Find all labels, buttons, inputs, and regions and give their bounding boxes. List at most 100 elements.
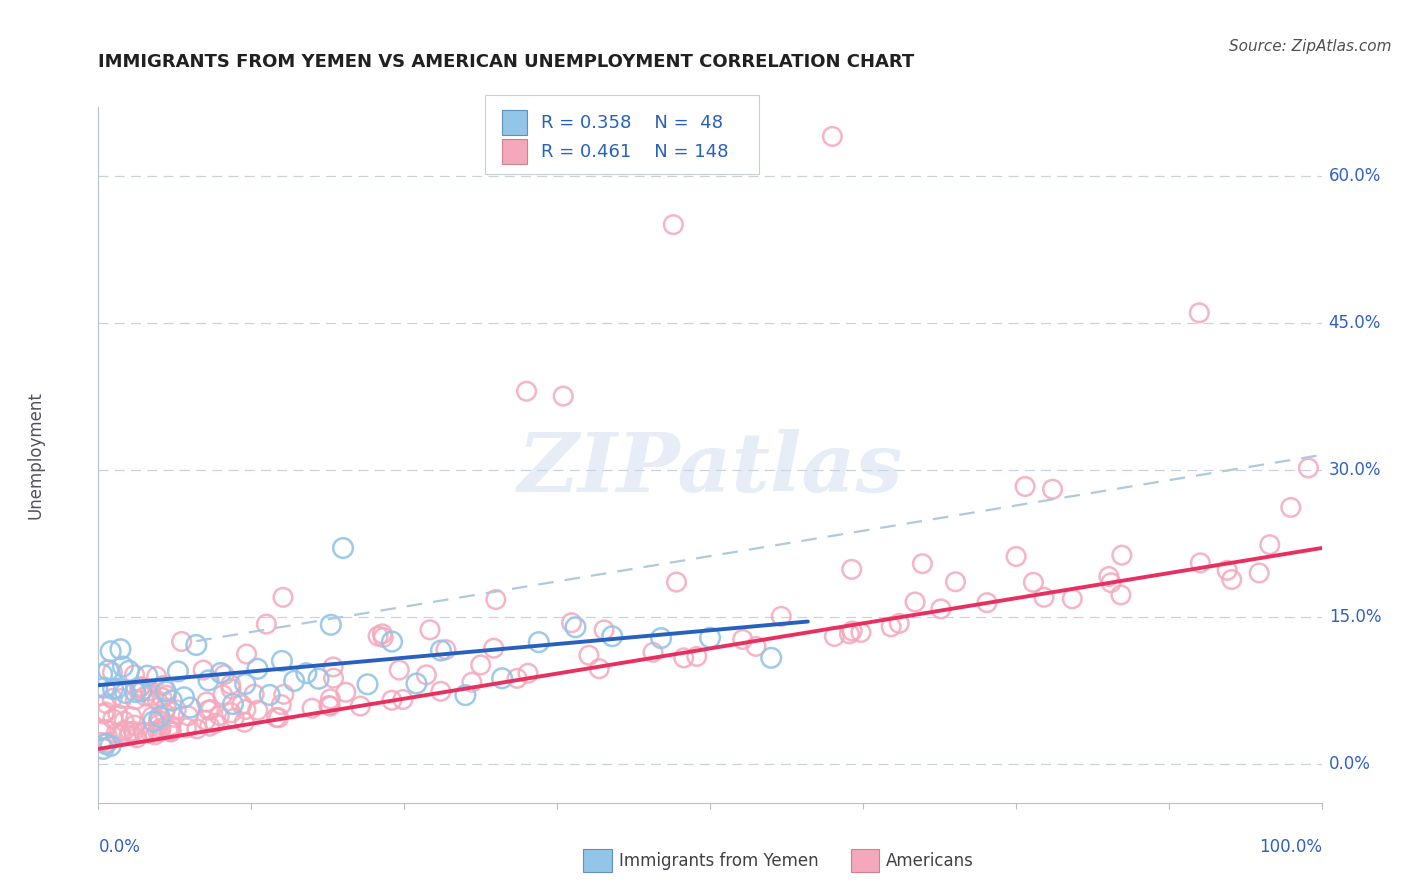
Point [254,617,277,632]
Point [415,668,437,682]
Point [132,725,155,739]
Point [259,688,281,702]
Text: 100.0%: 100.0% [1258,838,1322,856]
Point [356,677,378,691]
Point [193,663,215,677]
Point [349,699,371,714]
Point [849,625,872,640]
Point [90,735,112,749]
Point [1279,500,1302,515]
Point [124,692,146,706]
Point [141,709,163,723]
Point [1005,549,1028,564]
Point [588,662,610,676]
Text: Immigrants from Yemen: Immigrants from Yemen [619,852,818,870]
Point [388,663,411,677]
Point [177,708,200,723]
Point [976,596,998,610]
Point [112,714,135,729]
Point [233,677,256,691]
Text: Source: ZipAtlas.com: Source: ZipAtlas.com [1229,38,1392,54]
Point [270,698,292,712]
Point [122,724,145,739]
Point [200,702,222,716]
Point [665,575,688,590]
Point [198,719,221,733]
Point [101,691,124,706]
Point [841,562,863,576]
Point [224,711,246,725]
Point [318,698,340,713]
Point [129,680,152,694]
Point [1062,591,1084,606]
Text: 30.0%: 30.0% [1329,460,1381,479]
Point [650,631,672,645]
Point [371,627,394,641]
Point [332,541,354,555]
Point [110,727,132,741]
Point [96,697,118,711]
Point [149,710,172,724]
Point [222,697,245,711]
Point [97,664,120,678]
Point [405,676,427,690]
Text: Unemployment: Unemployment [27,391,44,519]
Point [731,632,754,647]
Point [430,643,453,657]
Point [124,685,146,699]
Point [174,721,197,735]
Text: 15.0%: 15.0% [1329,607,1381,625]
Point [212,667,235,681]
Point [517,666,540,681]
Point [167,665,190,679]
Point [564,620,586,634]
Point [243,687,266,701]
Point [114,723,136,738]
Point [945,574,967,589]
Point [146,693,169,707]
Point [155,688,177,702]
Point [93,681,115,695]
Point [461,675,484,690]
Point [160,725,183,739]
Point [266,710,288,724]
Point [482,641,505,656]
Point [1014,479,1036,493]
Point [100,739,122,753]
Point [246,703,269,717]
Point [111,659,134,673]
Point [148,714,170,728]
Point [838,627,860,641]
Point [600,629,623,643]
Point [114,686,136,700]
Point [197,673,219,688]
Point [1258,538,1281,552]
Point [125,731,148,745]
Point [235,702,257,716]
Text: R = 0.358    N =  48: R = 0.358 N = 48 [541,114,723,132]
Point [94,723,117,737]
Point [139,726,162,740]
Point [107,707,129,722]
Point [124,668,146,682]
Text: IMMIGRANTS FROM YEMEN VS AMERICAN UNEMPLOYMENT CORRELATION CHART: IMMIGRANTS FROM YEMEN VS AMERICAN UNEMPL… [98,54,915,71]
Point [593,623,616,637]
Point [121,710,143,724]
Text: 60.0%: 60.0% [1329,167,1381,185]
Point [561,615,583,630]
Point [527,635,550,649]
Point [516,384,538,399]
Point [1216,563,1239,577]
Point [139,683,162,698]
Point [90,723,112,738]
Point [204,716,226,731]
Point [283,673,305,688]
Point [485,592,508,607]
Point [186,638,208,652]
Point [322,671,344,685]
Point [139,689,162,703]
Point [1109,588,1132,602]
Point [235,647,257,661]
Point [373,631,395,645]
Point [770,609,793,624]
